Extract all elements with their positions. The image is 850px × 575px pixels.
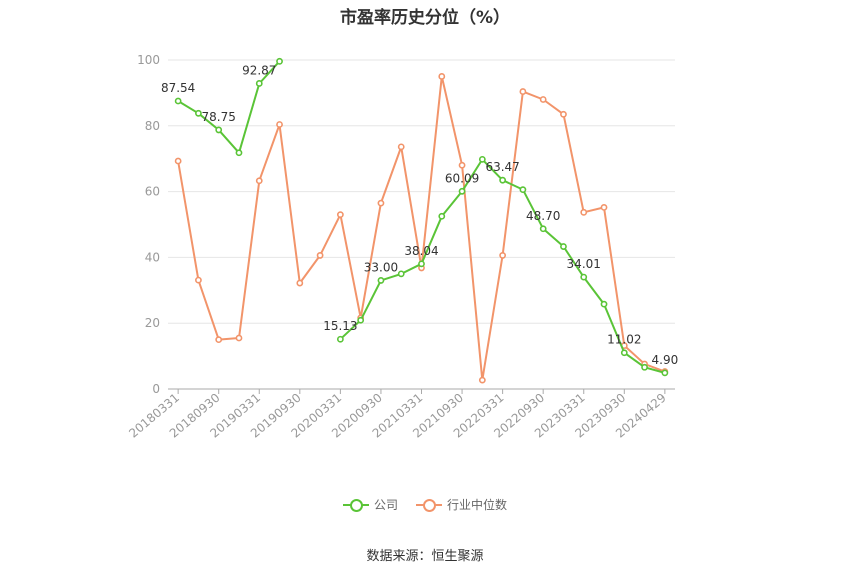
data-point-company	[519, 186, 527, 194]
data-point-industry	[195, 276, 202, 284]
data-point-industry	[560, 110, 567, 118]
data-point-company	[539, 225, 547, 233]
data-point-industry	[438, 73, 446, 80]
data-point-industry	[377, 199, 385, 207]
data-point-industry	[580, 208, 588, 216]
data-point-company	[418, 260, 425, 268]
data-label-company: 11.02	[607, 333, 641, 347]
data-label-company: 63.47	[485, 160, 519, 174]
data-label-company: 34.01	[567, 257, 601, 271]
data-point-industry	[499, 252, 507, 259]
data-label-company: 48.70	[526, 209, 560, 223]
data-point-company	[499, 176, 507, 184]
data-label-company: 60.09	[445, 171, 479, 185]
data-point-industry	[296, 279, 304, 287]
data-point-company	[174, 97, 182, 105]
data-point-company	[336, 335, 344, 343]
data-point-industry	[215, 336, 223, 344]
data-point-industry	[539, 96, 547, 103]
y-tick-label: 100	[137, 53, 160, 67]
data-point-company	[661, 369, 669, 377]
data-label-company: 92.87	[242, 63, 276, 77]
data-point-company	[600, 300, 608, 308]
data-point-company	[397, 270, 405, 278]
y-tick-label: 20	[145, 316, 160, 330]
y-tick-label: 60	[145, 185, 160, 199]
pe-percentile-line-chart: 0204060801002018033120180930201903312019…	[126, 53, 679, 441]
data-point-company	[215, 126, 223, 134]
data-point-industry	[276, 121, 283, 128]
y-tick-label: 0	[152, 382, 160, 396]
legend-swatch-company	[342, 498, 369, 512]
data-point-industry	[255, 177, 263, 185]
legend-swatch-industry	[416, 498, 442, 512]
data-point-company	[357, 316, 365, 324]
data-label-company: 78.75	[202, 110, 236, 124]
data-point-industry	[235, 334, 243, 342]
data-point-company	[620, 349, 628, 357]
data-point-industry	[600, 203, 608, 211]
series-line-company	[177, 60, 666, 374]
data-point-company	[255, 80, 263, 87]
data-point-company	[560, 243, 567, 250]
data-point-company	[580, 273, 588, 281]
data-point-company	[438, 212, 446, 220]
data-point-company	[641, 363, 648, 371]
data-label-company: 33.00	[364, 260, 398, 274]
chart-title: 市盈率历史分位（%）	[339, 8, 511, 28]
data-point-industry	[397, 143, 405, 151]
data-point-company	[377, 277, 385, 284]
series-line-industry	[177, 75, 666, 382]
legend: 公司 行业中位数	[0, 496, 850, 513]
data-source: 数据来源：恒生聚源	[366, 549, 484, 564]
data-point-industry	[478, 376, 486, 384]
data-point-company	[195, 109, 202, 117]
y-tick-label: 40	[145, 250, 160, 264]
data-point-industry	[174, 157, 182, 165]
data-point-company	[276, 57, 283, 65]
data-point-industry	[336, 211, 344, 219]
legend-label-company: 公司	[373, 498, 398, 512]
data-point-industry	[519, 88, 527, 95]
legend-item-industry[interactable]: 行业中位数	[416, 496, 507, 513]
data-label-company: 15.13	[323, 319, 357, 333]
data-label-company: 4.90	[652, 353, 679, 367]
data-label-company: 87.54	[161, 81, 195, 95]
legend-item-company[interactable]: 公司	[342, 496, 398, 513]
data-label-company: 38.04	[404, 244, 438, 258]
data-point-industry	[458, 161, 466, 169]
legend-label-industry: 行业中位数	[447, 498, 508, 512]
data-point-company	[235, 149, 243, 157]
data-point-industry	[316, 252, 324, 259]
data-point-company	[458, 187, 466, 195]
y-tick-label: 80	[145, 119, 160, 133]
data-point-company	[478, 155, 486, 163]
